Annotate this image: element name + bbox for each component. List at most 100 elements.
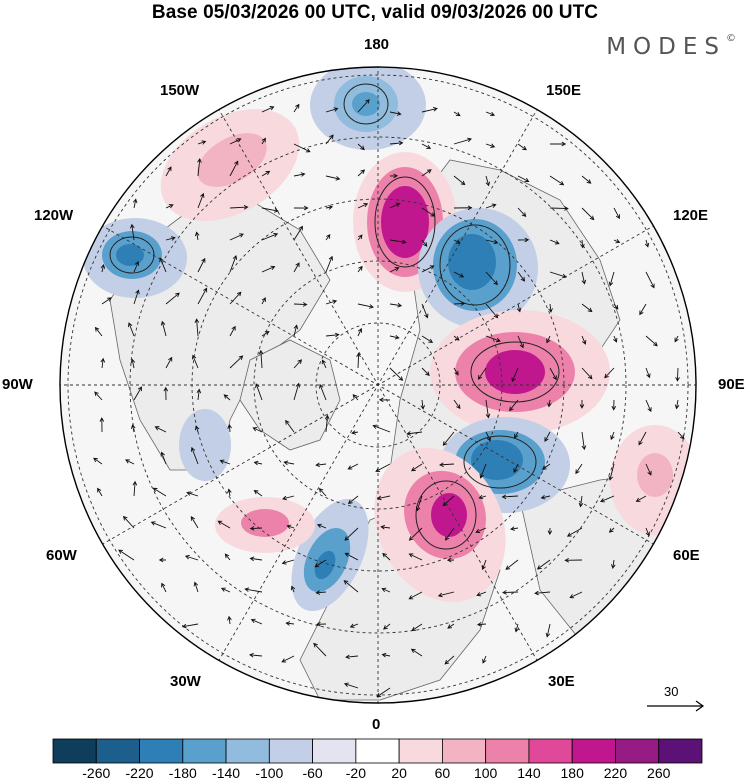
wind-vector: [281, 559, 295, 565]
wind-vector: [549, 239, 560, 245]
wind-vector: [444, 655, 455, 665]
wind-vector: [675, 367, 680, 382]
wind-vector: [293, 172, 306, 177]
colorbar-tick-label: 220: [603, 765, 628, 781]
wind-vector: [261, 265, 276, 273]
wind-vector: [378, 397, 391, 403]
wind-vector: [344, 527, 359, 541]
wind-vector: [293, 302, 308, 307]
wind-vector: [485, 431, 491, 442]
wind-vector: [389, 173, 399, 179]
wind-vector: [325, 205, 334, 210]
wind-vector: [197, 140, 207, 145]
wind-vector: [229, 138, 242, 145]
wind-vector: [453, 205, 473, 211]
wind-vector: [161, 582, 167, 593]
wind-vector: [478, 494, 487, 500]
wind-vector: [133, 386, 142, 401]
wind-vector: [283, 460, 295, 466]
wind-vector: [150, 521, 167, 529]
wind-vector: [224, 553, 231, 561]
wind-vector: [344, 552, 359, 561]
wind-vector: [389, 267, 400, 273]
wind-vector: [293, 103, 300, 113]
longitude-label-90w: 90W: [2, 376, 33, 393]
wind-vector: [315, 590, 327, 595]
wind-vector: [545, 623, 551, 638]
wind-vector: [194, 425, 200, 433]
wind-vector: [546, 335, 551, 344]
wind-vector: [380, 524, 391, 530]
wind-vector: [253, 489, 263, 497]
wind-vector: [453, 367, 459, 376]
wind-vector: [281, 655, 295, 663]
wind-vector: [581, 271, 587, 285]
wind-vector: [261, 106, 275, 113]
anom-180-north: [310, 67, 426, 150]
wind-vector: [645, 527, 650, 537]
wind-vector: [547, 399, 552, 408]
wind-vector: [93, 457, 103, 465]
wind-vector: [410, 648, 423, 657]
wind-vector: [286, 524, 295, 530]
colorbar-tick-label: 100: [473, 765, 498, 781]
colorbar-tick-label: 180: [560, 765, 584, 781]
wind-vector: [227, 615, 232, 625]
wind-vector: [453, 399, 461, 410]
wind-vector: [517, 271, 526, 282]
wind-vector: [549, 367, 557, 381]
wind-vector: [290, 585, 296, 593]
wind-vector: [381, 652, 391, 658]
wind-vector: [446, 557, 455, 563]
wind-vector: [316, 621, 327, 627]
wind-vector: [357, 169, 366, 177]
wind-vector: [421, 239, 428, 247]
wind-vector: [158, 557, 167, 563]
chart-title: Base 05/03/2026 00 UTC, valid 09/03/2026…: [151, 2, 599, 23]
wind-vector: [252, 427, 263, 433]
wind-vector: [343, 682, 359, 689]
wind-vector: [261, 331, 270, 337]
wind-vector: [321, 359, 327, 369]
wind-vector: [421, 143, 432, 149]
longitude-label-30e: 30E: [548, 673, 575, 690]
wind-vector: [133, 260, 140, 273]
wind-vector: [421, 207, 436, 217]
wind-vector: [194, 318, 200, 337]
wind-vector: [227, 488, 232, 497]
wind-vector: [318, 487, 327, 497]
wind-vector: [261, 232, 279, 241]
wind-vector: [194, 231, 200, 241]
wind-vector: [351, 430, 359, 435]
longitude-label-60e: 60E: [673, 547, 700, 564]
wind-vector: [638, 431, 647, 446]
anom-75w: [179, 409, 231, 481]
wind-vector: [485, 399, 491, 419]
wind-vector: [389, 140, 404, 146]
wind-vector: [191, 354, 199, 369]
wind-vector: [581, 367, 593, 380]
wind-vector: [411, 463, 423, 472]
wind-vector: [352, 394, 359, 401]
wind-vector: [613, 207, 620, 220]
longitude-label-60w: 60W: [46, 547, 77, 564]
wind-vector: [381, 587, 391, 593]
wind-vector: [293, 262, 300, 273]
wind-vector: [229, 233, 244, 241]
colorbar-tick-label: 140: [517, 765, 541, 781]
wind-vector: [325, 234, 331, 241]
wind-vector: [610, 431, 615, 441]
wind-vector: [261, 137, 266, 145]
wind-vector: [345, 654, 359, 660]
reference-vector-label: 30: [664, 684, 679, 699]
longitude-label-180: 180: [364, 36, 390, 53]
wind-vector: [219, 459, 231, 465]
wind-vector: [482, 655, 487, 664]
wind-vector: [249, 556, 263, 562]
wind-vector: [610, 559, 616, 569]
wind-vector: [160, 320, 167, 337]
wind-vector: [372, 424, 391, 433]
wind-vector: [635, 495, 647, 502]
wind-vector: [442, 431, 455, 446]
